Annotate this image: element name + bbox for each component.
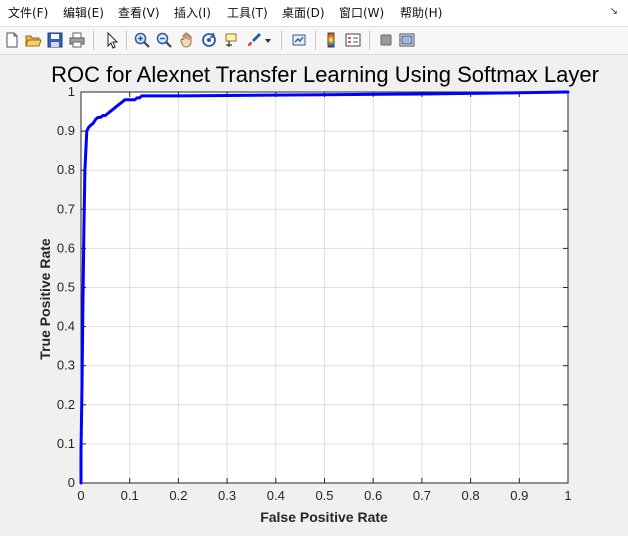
menu-tools[interactable]: 工具(T)	[227, 6, 268, 20]
axes-box	[80, 91, 569, 484]
brush-dropdown-icon[interactable]	[263, 31, 273, 49]
print-icon[interactable]	[68, 31, 86, 49]
y-tick-label: 0.1	[57, 436, 75, 451]
figure-canvas: ROC for Alexnet Transfer Learning Using …	[0, 55, 628, 536]
y-tick-label: 0.9	[57, 123, 75, 138]
series	[79, 90, 570, 485]
save-icon[interactable]	[46, 31, 64, 49]
y-tick-label: 0.4	[57, 319, 75, 334]
show-plot-tools-icon[interactable]	[398, 31, 416, 49]
pan-icon[interactable]	[178, 31, 196, 49]
x-tick-label: 0.6	[364, 488, 382, 503]
menu-edit[interactable]: 编辑(E)	[63, 6, 104, 20]
toolbar-separator	[315, 31, 316, 50]
x-tick-label: 0.7	[413, 488, 431, 503]
x-tick-label: 0.4	[267, 488, 285, 503]
y-tick-label: 0	[68, 475, 75, 490]
rotate-3d-icon[interactable]	[200, 31, 218, 49]
toolbar-separator	[281, 31, 282, 50]
y-axis-label: True Positive Rate	[37, 238, 53, 360]
x-tick-label: 0.9	[510, 488, 528, 503]
chart-title: ROC for Alexnet Transfer Learning Using …	[51, 62, 599, 87]
roc-chart: ROC for Alexnet Transfer Learning Using …	[37, 62, 599, 525]
tick-labels: 0 0.1 0.2 0.3 0.4 0.5 0.6 0.7 0.8 0.9 1 0 0.1 0.2 0.3 0…	[57, 84, 572, 503]
zoom-out-icon[interactable]	[155, 31, 173, 49]
menu-view[interactable]: 查看(V)	[118, 6, 160, 20]
data-cursor-icon[interactable]	[223, 31, 241, 49]
menu-file[interactable]: 文件(F)	[8, 6, 49, 20]
link-plot-icon[interactable]	[290, 31, 308, 49]
menu-insert[interactable]: 插入(I)	[174, 6, 211, 20]
toolbar-separator	[126, 31, 127, 50]
open-file-icon[interactable]	[24, 31, 42, 49]
x-tick-label: 0.1	[121, 488, 139, 503]
menu-window[interactable]: 窗口(W)	[339, 6, 385, 20]
y-tick-label: 0.2	[57, 397, 75, 412]
zoom-in-icon[interactable]	[133, 31, 151, 49]
menu-help[interactable]: 帮助(H)	[400, 6, 443, 20]
y-tick-label: 1	[68, 84, 75, 99]
new-figure-icon[interactable]	[3, 31, 21, 49]
legend-icon[interactable]	[344, 31, 362, 49]
x-tick-label: 0	[77, 488, 84, 503]
brush-icon[interactable]	[245, 31, 263, 49]
figure-toolbar	[0, 27, 628, 55]
menu-desktop[interactable]: 桌面(D)	[282, 6, 325, 20]
grid	[81, 92, 568, 483]
toolbar-separator	[93, 31, 94, 50]
toolbar-separator	[369, 31, 370, 50]
x-tick-label: 1	[564, 488, 571, 503]
x-tick-label: 0.8	[462, 488, 480, 503]
y-tick-label: 0.3	[57, 358, 75, 373]
x-axis-label: False Positive Rate	[260, 509, 388, 525]
x-tick-label: 0.3	[218, 488, 236, 503]
x-tick-label: 0.5	[315, 488, 333, 503]
hide-plot-tools-icon[interactable]	[377, 31, 395, 49]
roc-curve	[79, 90, 570, 485]
y-tick-label: 0.6	[57, 240, 75, 255]
y-tick-label: 0.8	[57, 162, 75, 177]
menu-bar: 文件(F) 编辑(E) 查看(V) 插入(I) 工具(T) 桌面(D) 窗口(W…	[0, 0, 628, 27]
dock-figure-icon[interactable]: ↘	[609, 6, 618, 17]
x-tick-label: 0.2	[169, 488, 187, 503]
y-tick-label: 0.5	[57, 280, 75, 295]
y-tick-label: 0.7	[57, 201, 75, 216]
pointer-icon[interactable]	[103, 31, 121, 49]
colorbar-icon[interactable]	[322, 31, 340, 49]
